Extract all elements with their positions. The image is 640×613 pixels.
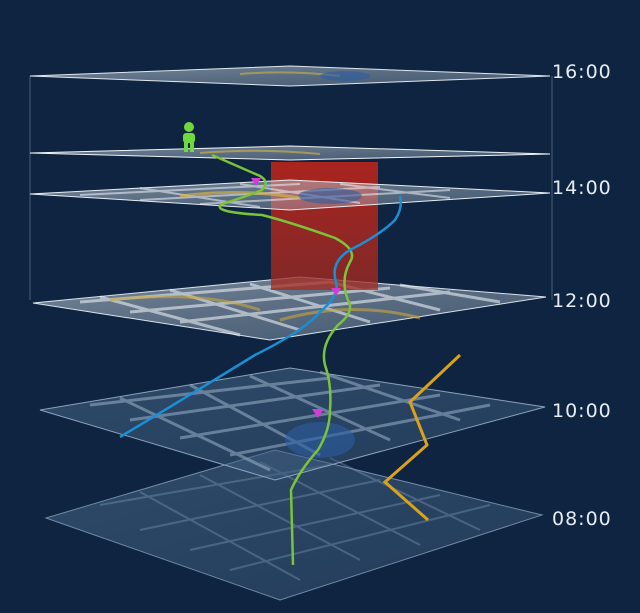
map-plane-1400 <box>29 179 551 211</box>
marker-triangle-icon <box>312 409 324 418</box>
map-plane-1500 <box>29 145 551 161</box>
time-label-1600: 16:00 <box>552 61 612 83</box>
time-label-1400: 14:00 <box>552 177 612 199</box>
time-label-1200: 12:00 <box>552 290 612 312</box>
cube-frame <box>29 76 553 300</box>
marker-triangle-icon <box>251 178 261 186</box>
time-label-0800: 08:00 <box>552 508 612 530</box>
time-label-1000: 10:00 <box>552 400 612 422</box>
map-plane-1600 <box>29 65 551 87</box>
person-icon <box>183 122 195 152</box>
marker-triangle-icon <box>331 288 341 296</box>
green-trajectory <box>211 153 354 566</box>
map-plane-1000 <box>39 367 546 481</box>
map-plane-1200 <box>32 276 547 341</box>
orange-trajectory <box>382 353 462 522</box>
